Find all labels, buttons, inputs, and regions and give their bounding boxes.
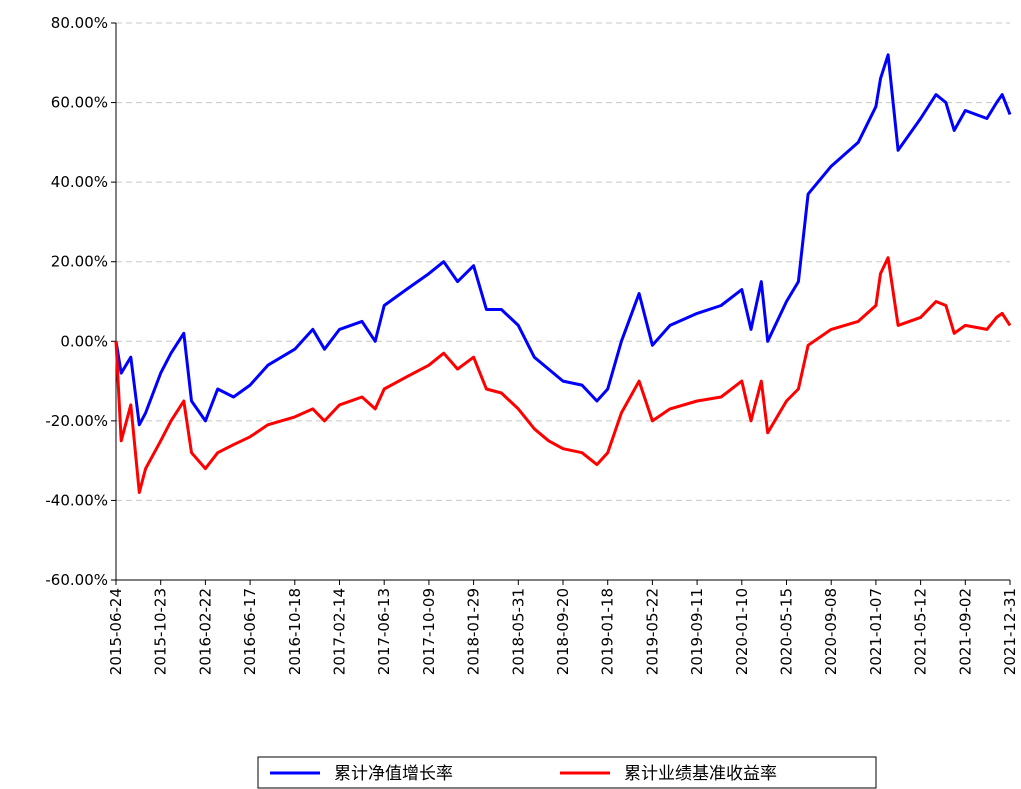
x-tick-label: 2016-02-22 bbox=[196, 588, 214, 675]
y-tick-label: 20.00% bbox=[51, 253, 108, 271]
x-tick-label: 2016-06-17 bbox=[241, 588, 259, 675]
legend-label: 累计净值增长率 bbox=[334, 764, 453, 784]
series-line bbox=[114, 53, 1012, 427]
x-tick-label: 2021-09-02 bbox=[956, 588, 974, 675]
legend: 累计净值增长率 累计业绩基准收益率 bbox=[257, 756, 877, 789]
y-tick-label: -20.00% bbox=[45, 412, 108, 430]
x-tick-label: 2015-06-24 bbox=[107, 588, 125, 675]
x-tick-label: 2016-10-18 bbox=[286, 588, 304, 675]
x-tick-label: 2020-05-15 bbox=[778, 588, 796, 675]
y-tick-label: 80.00% bbox=[51, 14, 108, 32]
x-tick-label: 2019-09-11 bbox=[688, 588, 706, 675]
series-line bbox=[114, 256, 1012, 494]
x-tick-label: 2018-05-31 bbox=[509, 588, 527, 675]
x-tick-label: 2021-05-12 bbox=[912, 588, 930, 675]
x-tick-label: 2019-05-22 bbox=[643, 588, 661, 675]
x-tick-label: 2017-02-14 bbox=[331, 588, 349, 675]
y-tick-label: 60.00% bbox=[51, 94, 108, 112]
y-tick-label: -40.00% bbox=[45, 491, 108, 509]
x-tick-label: 2018-01-29 bbox=[465, 588, 483, 675]
x-tick-label: 2020-09-08 bbox=[822, 588, 840, 675]
x-tick-label: 2019-01-18 bbox=[599, 588, 617, 675]
x-tick-label: 2021-01-07 bbox=[867, 588, 885, 675]
y-tick-label: 0.00% bbox=[60, 332, 108, 350]
x-tick-label: 2021-12-31 bbox=[1001, 588, 1019, 675]
y-tick-label: 40.00% bbox=[51, 173, 108, 191]
x-tick-label: 2018-09-20 bbox=[554, 588, 572, 675]
y-tick-label: -60.00% bbox=[45, 571, 108, 589]
x-tick-label: 2017-06-13 bbox=[375, 588, 393, 675]
legend-label: 累计业绩基准收益率 bbox=[624, 764, 777, 784]
x-tick-label: 2015-10-23 bbox=[152, 588, 170, 675]
x-tick-label: 2020-01-10 bbox=[733, 588, 751, 675]
x-tick-label: 2017-10-09 bbox=[420, 588, 438, 675]
